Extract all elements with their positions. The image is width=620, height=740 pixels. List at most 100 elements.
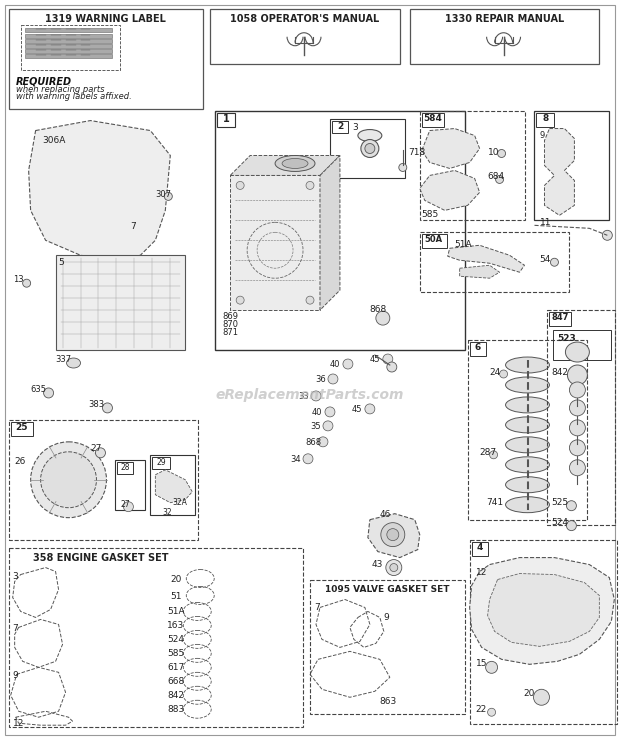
Text: 2: 2 [337,121,343,130]
Bar [117,462,133,474]
Bar [534,110,609,221]
Bar [469,342,485,356]
Text: 25: 25 [16,423,28,432]
Text: 523: 523 [557,334,576,343]
Ellipse shape [505,477,549,493]
Ellipse shape [387,528,399,541]
Circle shape [323,421,333,431]
Ellipse shape [381,522,405,547]
Text: 51A: 51A [167,608,185,616]
Text: REQUIRED: REQUIRED [16,77,72,87]
Bar [25,34,112,38]
Circle shape [43,388,53,398]
Text: 6: 6 [474,343,480,352]
Text: 524: 524 [551,518,569,527]
Circle shape [399,164,407,172]
Text: 51A: 51A [454,240,472,249]
Polygon shape [459,265,500,278]
Text: 36: 36 [315,375,326,384]
Text: 163: 163 [167,622,185,630]
Ellipse shape [569,400,585,416]
Ellipse shape [569,440,585,456]
Text: 13: 13 [12,275,24,284]
Bar [472,542,487,556]
Bar [25,38,112,43]
Text: 684: 684 [487,172,505,181]
Text: 871: 871 [222,328,238,337]
Ellipse shape [569,460,585,476]
Text: 12: 12 [476,568,487,576]
Bar [25,54,112,58]
Text: when replacing parts: when replacing parts [16,84,104,94]
Text: 1095 VALVE GASKET SET: 1095 VALVE GASKET SET [325,585,449,593]
Text: 847: 847 [552,313,569,322]
Bar [11,422,33,436]
Text: 741: 741 [487,498,503,507]
Circle shape [325,407,335,417]
Circle shape [551,258,559,266]
Text: 307: 307 [156,190,171,199]
Text: 1319 WARNING LABEL: 1319 WARNING LABEL [45,14,166,24]
Text: 1330 REPAIR MANUAL: 1330 REPAIR MANUAL [445,14,564,24]
Bar [547,310,615,525]
Text: 32A: 32A [172,498,187,507]
Text: 27: 27 [120,500,130,508]
Bar [9,420,198,539]
Circle shape [533,689,549,705]
Text: 32: 32 [162,508,172,517]
Text: 7: 7 [130,222,136,232]
Circle shape [487,708,495,716]
Circle shape [376,311,390,325]
Bar [210,9,400,64]
Bar [467,340,587,519]
Text: 868: 868 [305,438,321,447]
Text: 585: 585 [422,210,439,219]
Bar [330,118,405,178]
Text: 524: 524 [167,636,184,645]
Text: 525: 525 [551,498,569,507]
Polygon shape [448,245,525,272]
Ellipse shape [505,357,549,373]
Ellipse shape [358,130,382,141]
Ellipse shape [30,442,107,518]
Ellipse shape [361,140,379,158]
Text: 585: 585 [167,650,185,659]
Polygon shape [487,574,600,646]
Polygon shape [469,557,614,665]
Text: 9: 9 [384,613,389,622]
Polygon shape [420,170,480,210]
Text: 868: 868 [370,305,387,314]
Text: 306A: 306A [43,135,66,144]
Circle shape [303,454,313,464]
Circle shape [311,391,321,401]
Bar [310,579,464,714]
Bar [20,24,120,70]
Ellipse shape [275,155,315,172]
Text: 11: 11 [539,218,551,227]
Circle shape [383,354,393,364]
Text: 883: 883 [167,705,185,714]
Bar [9,548,303,727]
Text: eReplacementParts.com: eReplacementParts.com [216,388,404,402]
Bar [153,457,171,468]
Circle shape [328,374,338,384]
Text: 7: 7 [314,604,320,613]
Text: 46: 46 [380,510,391,519]
Circle shape [490,451,498,459]
Text: 635: 635 [30,385,46,394]
Bar [469,539,618,724]
Ellipse shape [505,457,549,473]
Text: 9: 9 [12,671,19,680]
Circle shape [365,404,375,414]
Ellipse shape [66,358,81,368]
Polygon shape [156,470,192,502]
Polygon shape [320,155,340,310]
Circle shape [500,370,508,378]
Bar [217,112,235,127]
Circle shape [123,502,133,511]
Circle shape [236,181,244,189]
Polygon shape [29,121,171,260]
Circle shape [386,559,402,576]
Text: 842: 842 [551,368,569,377]
Text: 51: 51 [170,591,182,600]
